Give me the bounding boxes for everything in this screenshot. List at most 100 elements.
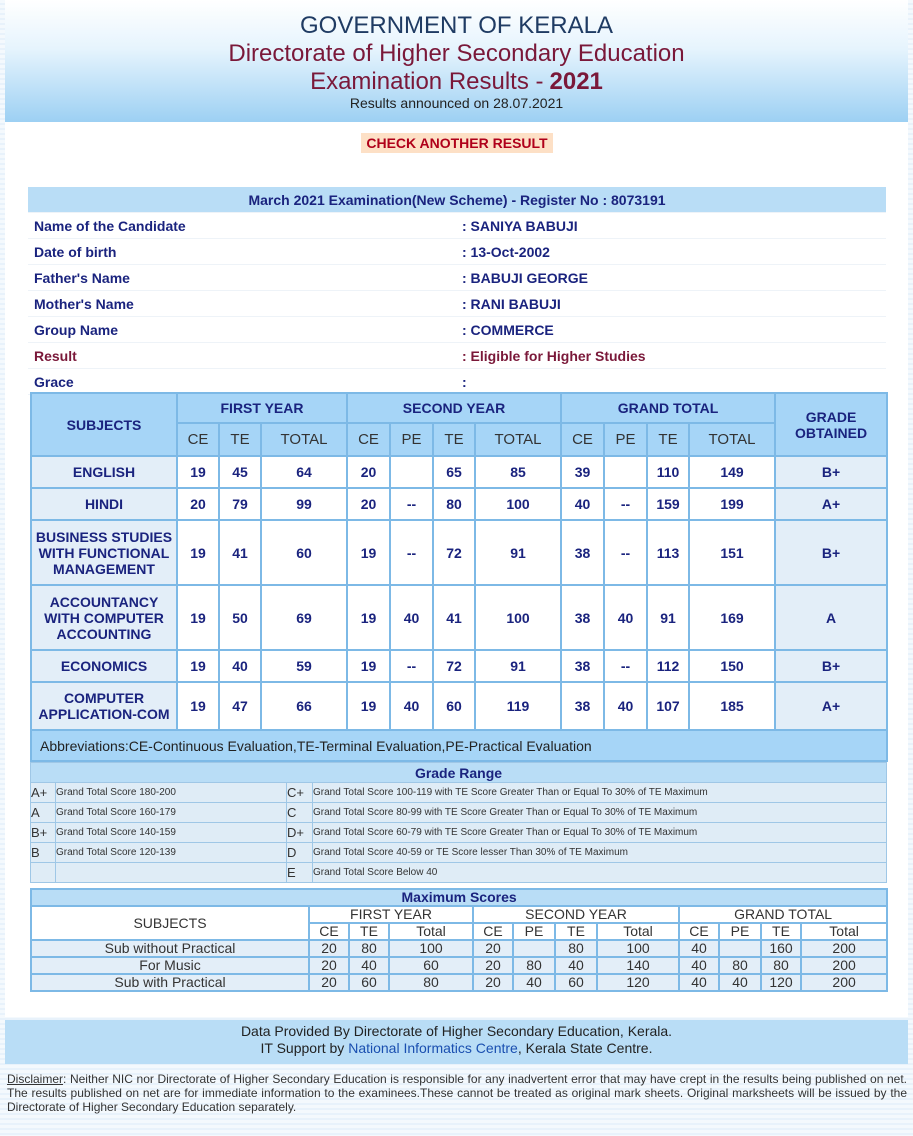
marks-table: SUBJECTS FIRST YEAR SECOND YEAR GRAND TOTAL… [29,392,889,762]
mark: 20 [346,487,391,521]
sub-header: TOTAL [687,422,777,457]
max-mark: 20 [308,939,350,958]
max-mark: 80 [718,956,762,975]
mark: 40 [218,649,262,683]
grade-row: A Grand Total Score 160-179 C Grand Total S… [30,802,888,823]
mark: 19 [176,649,220,683]
grade-desc: Grand Total Score 80-99 with TE Score Gr… [311,802,888,823]
mark: 60 [432,681,476,731]
sub-header: CE [308,922,350,941]
exam-line: Examination Results -2021 [5,68,908,96]
max-mark: 200 [799,973,889,992]
disclaimer-label: Disclaimer [7,1072,64,1086]
max-mark: 100 [596,939,680,958]
mark: 169 [687,584,777,651]
field-value: : BABUJI GEORGE [456,264,886,291]
max-mark: 20 [472,939,514,958]
max-mark: 60 [348,973,390,992]
mark: 19 [346,681,391,731]
field-label: Mother's Name [28,290,456,317]
max-mark [718,939,762,958]
sub-header: CE [472,922,514,941]
mark: 40 [560,487,605,521]
mark: 38 [560,519,605,586]
mark: 112 [646,649,690,683]
max-mark: 40 [348,956,390,975]
header-cell: FIRST YEAR [308,905,474,924]
subtitle: Directorate of Higher Secondary Educatio… [228,40,685,67]
mark: 19 [346,584,391,651]
field-value: : RANI BABUJI [456,290,886,317]
mark: 40 [603,681,648,731]
max-mark: 20 [308,956,350,975]
max-mark: 20 [308,973,350,992]
grade: B+ [774,455,889,489]
max-mark: 80 [388,973,474,992]
mark: 40 [603,584,648,651]
mark: 19 [176,681,220,731]
sub-header: CE [678,922,720,941]
check-button[interactable]: CHECK ANOTHER RESULT [361,133,553,153]
candidate-row: Grace: [28,368,886,395]
mark: 199 [687,487,777,521]
candidate-row: Date of birth: 13-Oct-2002 [28,238,886,265]
max-mark: 40 [678,939,720,958]
mark: 66 [260,681,348,731]
marks-row: COMPUTER APPLICATION-COM 19 47 66 19 40 60 119 3… [30,681,889,731]
grade-desc: Grand Total Score Below 40 [311,862,888,883]
mark: 79 [218,487,262,521]
mark: 149 [687,455,777,489]
max-mark: 140 [596,956,680,975]
mark: 80 [432,487,476,521]
max-mark: 20 [472,973,514,992]
field-value: : 13-Oct-2002 [456,238,886,265]
mark: 19 [176,584,220,651]
max-row: Sub without Practical 20 80 100 20 80 100 40 160… [30,939,889,958]
max-mark: 60 [388,956,474,975]
subject: ACCOUNTANCY WITH COMPUTER ACCOUNTING [30,584,178,651]
grade-code: D [286,842,313,863]
sub-header: TE [646,422,690,457]
max-mark: 100 [388,939,474,958]
mark [389,455,434,489]
marks-row: BUSINESS STUDIES WITH FUNCTIONAL MANAGEM… [30,519,889,586]
header-cell: GRADE OBTAINED [774,392,889,457]
max-mark: 80 [554,939,598,958]
footer-line: Data Provided By Directorate of Higher S… [240,1023,673,1039]
mark: 19 [176,455,220,489]
max-mark: 40 [554,956,598,975]
mark: 50 [218,584,262,651]
mark: 113 [646,519,690,586]
max-mark: 40 [718,973,762,992]
mark: 39 [560,455,605,489]
sub-header: TE [348,922,390,941]
text: , Kerala State Centre. [517,1040,653,1056]
grade-row: B Grand Total Score 120-139 D Grand Total S… [30,842,888,863]
mark: 20 [346,455,391,489]
subject: Sub with Practical [30,973,310,992]
mark: 40 [389,681,434,731]
grade-row: B+ Grand Total Score 140-159 D+ Grand Total… [30,822,888,843]
grade: A+ [774,487,889,521]
mark: 19 [346,519,391,586]
sub-header: PE [718,922,762,941]
max-scores-table: Maximum Scores SUBJECTS FIRST YEAR SECOND … [29,888,889,992]
nic-link[interactable]: National Informatics Centre [348,1040,518,1056]
max-mark: 80 [760,956,802,975]
mark: 47 [218,681,262,731]
max-row: For Music 20 40 60 20 80 40 140 40 80 80 200 [30,956,889,975]
mark: 107 [646,681,690,731]
header-cell: SUBJECTS [30,905,310,941]
candidate-row: Name of the Candidate: SANIYA BABUJI [28,212,886,239]
field-value: : Eligible for Higher Studies [456,342,886,369]
marks-row: ENGLISH 19 45 64 20 65 85 39 110 149 B+ [30,455,889,489]
sub-header: Total [388,922,474,941]
mark: 38 [560,649,605,683]
mark: 72 [432,649,476,683]
mark: 110 [646,455,690,489]
mark: 60 [260,519,348,586]
max-mark: 80 [512,956,556,975]
announced: Results announced on 28.07.2021 [349,95,564,111]
grade-row: A+ Grand Total Score 180-200 C+ Grand Total… [30,782,888,803]
grade-code [30,862,56,883]
